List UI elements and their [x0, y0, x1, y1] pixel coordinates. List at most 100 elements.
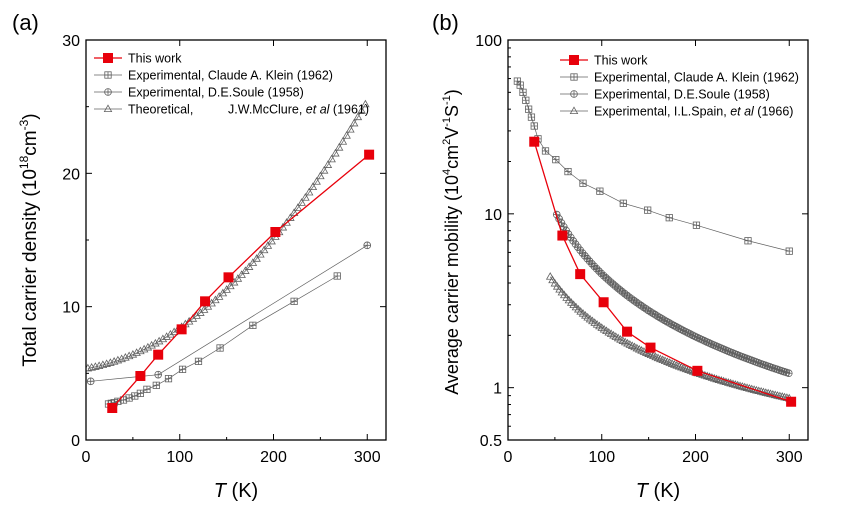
x-tick-label: 300: [354, 449, 381, 466]
data-point: [786, 396, 797, 407]
data-point: [663, 357, 672, 365]
y-tick-label: 10: [62, 300, 80, 317]
legend-marker: [104, 88, 112, 96]
data-point: [530, 122, 538, 130]
data-point: [244, 262, 254, 270]
legend-marker: [570, 73, 578, 81]
data-point: [557, 230, 568, 241]
data-point: [363, 241, 372, 250]
panel-a-series: [86, 99, 375, 413]
data-point: [216, 344, 224, 352]
x-tick-label: 0: [82, 449, 91, 466]
data-point: [653, 353, 663, 362]
data-point: [102, 359, 111, 367]
data-point: [598, 297, 609, 308]
data-point: [649, 351, 658, 360]
data-point: [622, 326, 633, 337]
data-point: [113, 355, 123, 364]
data-point: [702, 371, 712, 380]
data-point: [256, 249, 265, 258]
data-point: [705, 372, 714, 381]
data-point: [223, 272, 234, 283]
data-point: [222, 285, 231, 293]
data-point: [709, 373, 719, 382]
panel-b-ylabel: Average carrier mobility (104cm2V-1S-1): [441, 89, 462, 395]
data-point: [667, 359, 677, 367]
y-tick-label: 1: [493, 381, 502, 398]
data-point: [139, 344, 149, 353]
panel-b: (b) 0 100 200 300 0.5 1 10 100 This work Experim…: [432, 10, 809, 502]
legend-entry: Experimental, Claude A. Klein (1962): [94, 69, 333, 83]
legend-entry: This work: [94, 52, 182, 66]
data-point: [616, 335, 625, 343]
legend-label: Experimental, D.E.Soule (1958): [128, 86, 304, 100]
data-point: [249, 321, 257, 329]
data-point: [312, 177, 321, 185]
data-point: [714, 375, 724, 383]
data-point: [681, 364, 691, 373]
data-point: [785, 247, 793, 255]
data-point: [259, 245, 269, 254]
data-point: [548, 275, 557, 284]
data-point: [166, 329, 175, 338]
panel-a-xlabel: T (K): [214, 480, 258, 502]
data-point: [692, 365, 703, 376]
data-point: [784, 369, 793, 378]
data-point: [744, 237, 752, 245]
data-point: [630, 342, 639, 351]
legend-label: Experimental, D.E.Soule (1958): [594, 88, 770, 102]
data-point: [656, 354, 665, 363]
data-point: [660, 356, 670, 365]
y-tick-label: 100: [475, 33, 502, 50]
data-point: [267, 236, 276, 245]
data-point: [684, 365, 693, 373]
series-0: [529, 136, 797, 407]
data-point: [564, 167, 572, 176]
data-point: [304, 187, 314, 196]
data-point: [552, 156, 560, 164]
data-point: [609, 330, 618, 339]
data-point: [632, 343, 642, 352]
data-point: [169, 327, 179, 336]
data-point: [200, 296, 211, 307]
series-line: [90, 245, 368, 382]
data-point: [353, 112, 363, 121]
panel-a: (a) 0 100 200 300 0 10 20 30 This work Experimen…: [12, 10, 387, 502]
series-line: [556, 214, 789, 374]
series-0: [107, 149, 375, 413]
panel-b-xlabel: T (K): [636, 480, 680, 502]
data-point: [194, 357, 203, 365]
panel-b-label: (b): [432, 10, 459, 35]
data-point: [327, 154, 336, 163]
legend-marker: [570, 90, 578, 98]
data-point: [333, 272, 341, 280]
data-point: [237, 270, 246, 278]
data-point: [331, 148, 340, 157]
data-point: [334, 142, 344, 151]
data-point: [545, 272, 555, 280]
series-line: [549, 276, 790, 399]
data-point: [153, 349, 164, 360]
legend-entry: Experimental, Claude A. Klein (1962): [560, 71, 799, 85]
data-point: [346, 124, 355, 133]
data-point: [541, 147, 550, 155]
panel-b-series: [513, 77, 797, 407]
data-point: [770, 390, 780, 399]
data-point: [233, 274, 243, 282]
x-tick-label: 200: [682, 449, 709, 466]
data-point: [773, 391, 782, 399]
panel-a-legend: This work Experimental, Claude A. Klein (…: [94, 52, 369, 117]
data-point: [109, 357, 119, 365]
data-point: [550, 278, 560, 287]
data-point: [679, 363, 689, 372]
panel-a-frame: [85, 39, 387, 441]
data-point: [270, 227, 281, 237]
data-point: [644, 349, 653, 357]
data-point: [282, 218, 291, 226]
data-point: [107, 403, 118, 413]
data-point: [164, 375, 173, 383]
data-point: [644, 206, 652, 214]
panel-a-ylabel: Total carrier density (1018cm-3): [17, 113, 41, 366]
data-point: [634, 344, 644, 353]
data-point: [121, 353, 130, 361]
